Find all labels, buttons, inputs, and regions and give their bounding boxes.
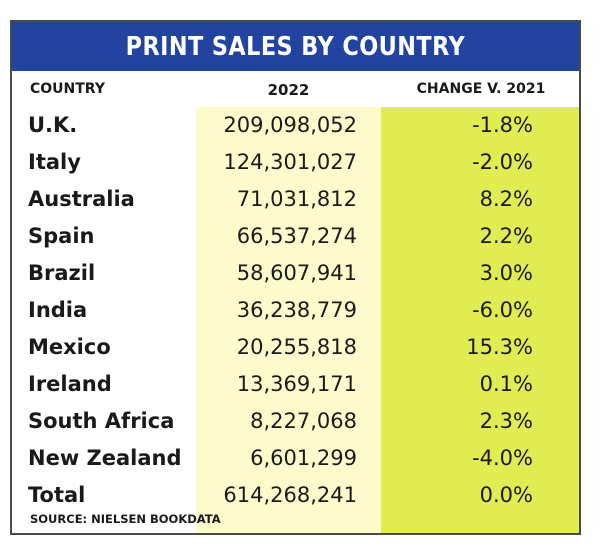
header-2022: 2022 bbox=[267, 81, 310, 99]
table-body: U.K. 209,098,052 -1.8% Italy 124,301,027 -2.0… bbox=[12, 107, 579, 514]
cell-sales-2022: 6,601,299 bbox=[250, 446, 357, 470]
cell-country: Spain bbox=[28, 224, 95, 248]
table-row: India 36,238,779 -6.0% bbox=[12, 292, 579, 329]
cell-sales-2022: 20,255,818 bbox=[236, 335, 357, 359]
table-frame: PRINT SALES BY COUNTRY COUNTRY 2022 CHAN… bbox=[10, 20, 581, 535]
table-row: Italy 124,301,027 -2.0% bbox=[12, 144, 579, 181]
cell-country: Australia bbox=[28, 187, 135, 211]
cell-change: 0.1% bbox=[479, 372, 533, 396]
table-row: South Africa 8,227,068 2.3% bbox=[12, 403, 579, 440]
column-2022-background bbox=[196, 107, 381, 533]
cell-change: 15.3% bbox=[466, 335, 533, 359]
cell-change: 3.0% bbox=[479, 261, 533, 285]
header-change: CHANGE V. 2021 bbox=[416, 81, 546, 97]
cell-sales-2022: 71,031,812 bbox=[236, 187, 357, 211]
cell-change: 8.2% bbox=[479, 187, 533, 211]
cell-country: Mexico bbox=[28, 335, 111, 359]
table-row: Total 614,268,241 0.0% bbox=[12, 477, 579, 514]
cell-country: India bbox=[28, 298, 88, 322]
cell-sales-2022: 36,238,779 bbox=[236, 298, 357, 322]
cell-country: Total bbox=[28, 483, 86, 507]
cell-country: Ireland bbox=[28, 372, 112, 396]
cell-sales-2022: 8,227,068 bbox=[250, 409, 357, 433]
cell-change: 2.3% bbox=[479, 409, 533, 433]
table-row: Ireland 13,369,171 0.1% bbox=[12, 366, 579, 403]
cell-change: -1.8% bbox=[472, 113, 533, 137]
cell-sales-2022: 614,268,241 bbox=[223, 483, 357, 507]
cell-change: 0.0% bbox=[479, 483, 533, 507]
cell-country: Italy bbox=[28, 150, 81, 174]
chart-title: PRINT SALES BY COUNTRY bbox=[125, 31, 466, 62]
table-row: Australia 71,031,812 8.2% bbox=[12, 181, 579, 218]
cell-sales-2022: 66,537,274 bbox=[236, 224, 357, 248]
source-note: SOURCE: NIELSEN BOOKDATA bbox=[30, 512, 221, 526]
cell-change: 2.2% bbox=[479, 224, 533, 248]
cell-country: South Africa bbox=[28, 409, 175, 433]
table-row: Brazil 58,607,941 3.0% bbox=[12, 255, 579, 292]
table-row: New Zealand 6,601,299 -4.0% bbox=[12, 440, 579, 477]
column-change-background bbox=[381, 107, 579, 533]
header-row: COUNTRY 2022 CHANGE V. 2021 bbox=[12, 71, 579, 107]
cell-sales-2022: 13,369,171 bbox=[236, 372, 357, 396]
cell-country: New Zealand bbox=[28, 446, 182, 470]
cell-sales-2022: 124,301,027 bbox=[223, 150, 357, 174]
header-country: COUNTRY bbox=[30, 81, 105, 97]
cell-change: -2.0% bbox=[472, 150, 533, 174]
cell-sales-2022: 209,098,052 bbox=[223, 113, 357, 137]
table-row: Spain 66,537,274 2.2% bbox=[12, 218, 579, 255]
table-row: Mexico 20,255,818 15.3% bbox=[12, 329, 579, 366]
title-bar: PRINT SALES BY COUNTRY bbox=[12, 22, 579, 71]
table-row: U.K. 209,098,052 -1.8% bbox=[12, 107, 579, 144]
cell-country: Brazil bbox=[28, 261, 96, 285]
cell-change: -4.0% bbox=[472, 446, 533, 470]
cell-change: -6.0% bbox=[472, 298, 533, 322]
cell-country: U.K. bbox=[28, 113, 78, 137]
cell-sales-2022: 58,607,941 bbox=[236, 261, 357, 285]
